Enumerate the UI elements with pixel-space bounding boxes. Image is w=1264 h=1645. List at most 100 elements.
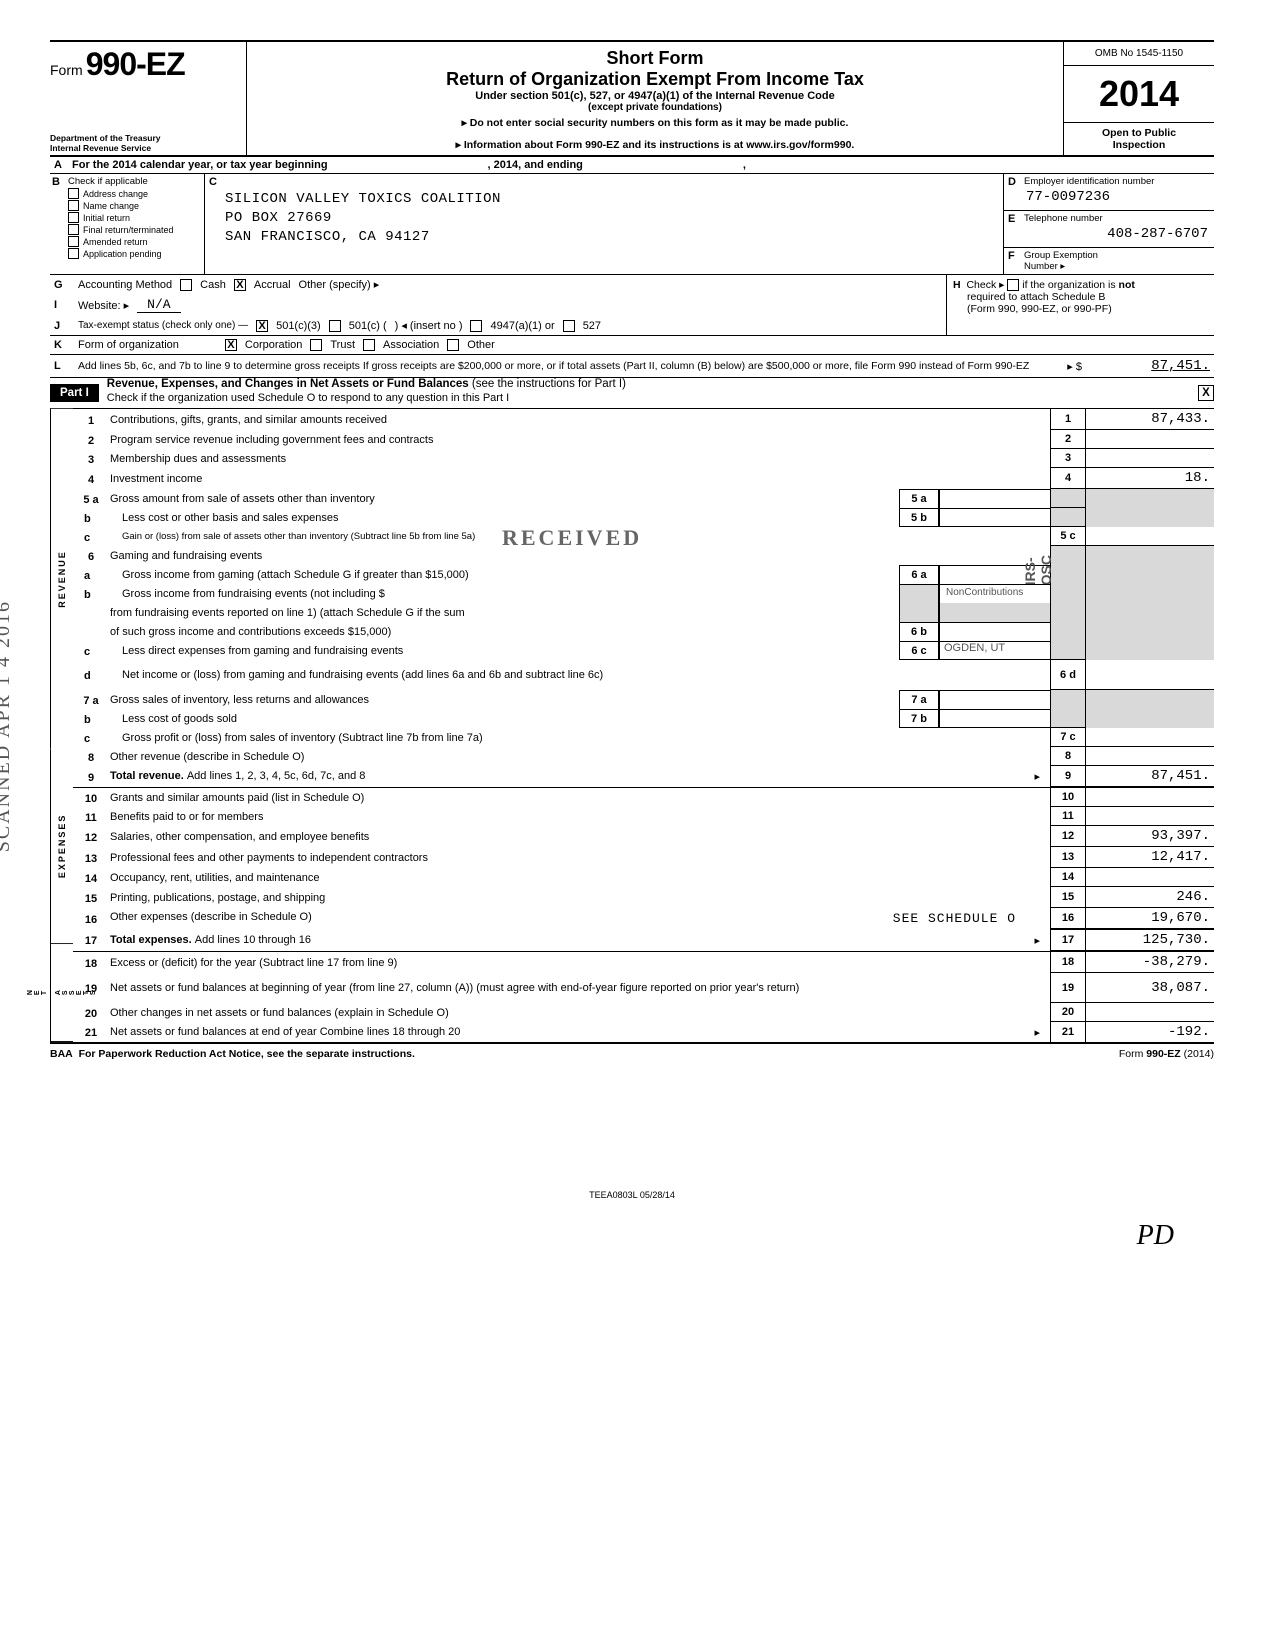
j-o1: 501(c)(3) bbox=[276, 320, 321, 332]
amt1: 87,433. bbox=[1085, 409, 1214, 430]
chk-assoc[interactable] bbox=[363, 339, 375, 351]
g-accrual: Accrual bbox=[254, 279, 291, 291]
b-opt-0: Address change bbox=[83, 189, 148, 199]
amt6a bbox=[1085, 565, 1214, 584]
n8: 8 bbox=[72, 750, 110, 764]
chk-trust[interactable] bbox=[310, 339, 322, 351]
see-schedule-o: SEE SCHEDULE O bbox=[893, 911, 1016, 926]
form-header: Form 990-EZ Department of the Treasury I… bbox=[50, 42, 1214, 157]
rn6d: 6 d bbox=[1050, 660, 1085, 690]
k-o2: Trust bbox=[330, 339, 355, 351]
n7b: b bbox=[72, 712, 122, 726]
t16: Other expenses (describe in Schedule O) bbox=[110, 911, 312, 923]
amt14 bbox=[1085, 868, 1214, 887]
chk-name-change[interactable] bbox=[68, 200, 79, 211]
chk-h[interactable] bbox=[1007, 279, 1019, 291]
amt17: 125,730. bbox=[1085, 929, 1214, 951]
n21: 21 bbox=[72, 1025, 110, 1039]
e-label: Telephone number bbox=[1024, 213, 1103, 224]
chk-address-change[interactable] bbox=[68, 188, 79, 199]
miniamt5b bbox=[939, 508, 1050, 527]
amt8 bbox=[1085, 747, 1214, 766]
col-c: C SILICON VALLEY TOXICS COALITION PO BOX… bbox=[205, 174, 1004, 274]
t6b: Gross income from fundraising events (no… bbox=[122, 588, 385, 600]
noncontrib-stamp: NonContributions bbox=[946, 587, 1023, 598]
j-o2b: ) ◂ (insert no ) bbox=[395, 319, 463, 332]
n10: 10 bbox=[72, 791, 110, 805]
t4: Investment income bbox=[110, 471, 1050, 487]
b-opt-3: Final return/terminated bbox=[83, 225, 174, 235]
l-amount: 87,451. bbox=[1090, 358, 1210, 374]
j-o2: 501(c) ( bbox=[349, 320, 387, 332]
chk-application-pending[interactable] bbox=[68, 248, 79, 259]
box6b-blank bbox=[899, 584, 939, 603]
row-k: K Form of organization XCorporation Trus… bbox=[50, 336, 1214, 355]
chk-accrual[interactable]: X bbox=[234, 279, 246, 291]
form-number: 990-EZ bbox=[86, 46, 185, 82]
t14: Occupancy, rent, utilities, and maintena… bbox=[110, 870, 1050, 886]
rn15: 15 bbox=[1050, 887, 1085, 908]
j-o4: 527 bbox=[583, 320, 601, 332]
rn12: 12 bbox=[1050, 826, 1085, 847]
chk-other-org[interactable] bbox=[447, 339, 459, 351]
rn18: 18 bbox=[1050, 952, 1085, 973]
t17b: Add lines 10 through 16 bbox=[195, 934, 311, 946]
chk-501c[interactable] bbox=[329, 320, 341, 332]
rn10: 10 bbox=[1050, 788, 1085, 807]
h-text2b: not bbox=[1119, 279, 1135, 291]
chk-cash[interactable] bbox=[180, 279, 192, 291]
t15: Printing, publications, postage, and shi… bbox=[110, 890, 1050, 906]
t2: Program service revenue including govern… bbox=[110, 432, 1050, 448]
t6b3: from fundraising events reported on line… bbox=[110, 605, 899, 621]
row-a-text2: , 2014, and ending bbox=[488, 159, 583, 171]
col-b: B Check if applicable Address change Nam… bbox=[50, 174, 205, 274]
rn5c: 5 c bbox=[1050, 527, 1085, 546]
omb-number: OMB No 1545-1150 bbox=[1064, 42, 1214, 66]
tax-year: 2014 bbox=[1064, 66, 1214, 123]
n16: 16 bbox=[72, 912, 110, 926]
amt7b bbox=[1085, 709, 1214, 728]
box7b: 7 b bbox=[899, 709, 939, 728]
t20: Other changes in net assets or fund bala… bbox=[110, 1005, 1050, 1021]
chk-4947[interactable] bbox=[470, 320, 482, 332]
n13: 13 bbox=[72, 851, 110, 865]
chk-527[interactable] bbox=[563, 320, 575, 332]
l-arrow: ▸ $ bbox=[1067, 360, 1082, 373]
chk-501c3[interactable]: X bbox=[256, 320, 268, 332]
part1-checkbox[interactable]: X bbox=[1198, 385, 1214, 401]
footer-center: TEEA0803L 05/28/14 bbox=[50, 1190, 1214, 1200]
phone-value: 408-287-6707 bbox=[1026, 226, 1208, 242]
org-name: SILICON VALLEY TOXICS COALITION bbox=[225, 190, 997, 209]
chk-final-return[interactable] bbox=[68, 224, 79, 235]
amt6b1 bbox=[1085, 584, 1214, 603]
part1-header: Part I Revenue, Expenses, and Changes in… bbox=[50, 378, 1214, 409]
k-o1: Corporation bbox=[245, 339, 302, 351]
t10: Grants and similar amounts paid (list in… bbox=[110, 790, 1050, 806]
t6c: Less direct expenses from gaming and fun… bbox=[122, 643, 899, 659]
amt20 bbox=[1085, 1003, 1214, 1022]
arrow-1: ▸ Do not enter social security numbers o… bbox=[255, 117, 1055, 129]
t11: Benefits paid to or for members bbox=[110, 809, 1050, 825]
amt6 bbox=[1085, 546, 1214, 565]
h-text3: required to attach Schedule B bbox=[967, 291, 1208, 303]
chk-corp[interactable]: X bbox=[225, 339, 237, 351]
amt7a bbox=[1085, 690, 1214, 709]
amt13: 12,417. bbox=[1085, 847, 1214, 868]
n3: 3 bbox=[72, 452, 110, 466]
n17: 17 bbox=[72, 933, 110, 947]
chk-initial-return[interactable] bbox=[68, 212, 79, 223]
part1-check-text: Check if the organization used Schedule … bbox=[107, 392, 509, 404]
org-addr1: PO BOX 27669 bbox=[225, 209, 997, 228]
chk-amended-return[interactable] bbox=[68, 236, 79, 247]
j-o3: 4947(a)(1) or bbox=[490, 320, 554, 332]
box7a: 7 a bbox=[899, 690, 939, 709]
col-h: H Check ▸ if the organization is not req… bbox=[947, 275, 1214, 335]
d-label: Employer identification number bbox=[1024, 176, 1154, 187]
amt19: 38,087. bbox=[1085, 973, 1214, 1003]
vbar-expenses: EXPENSES bbox=[50, 749, 73, 944]
f-label: Group Exemption bbox=[1024, 250, 1098, 261]
rn6b2 bbox=[1050, 603, 1085, 622]
miniamt6b-top: NonContributions bbox=[939, 584, 1050, 603]
received-stamp: RECEIVED bbox=[502, 525, 642, 551]
public-2: Inspection bbox=[1064, 139, 1214, 151]
